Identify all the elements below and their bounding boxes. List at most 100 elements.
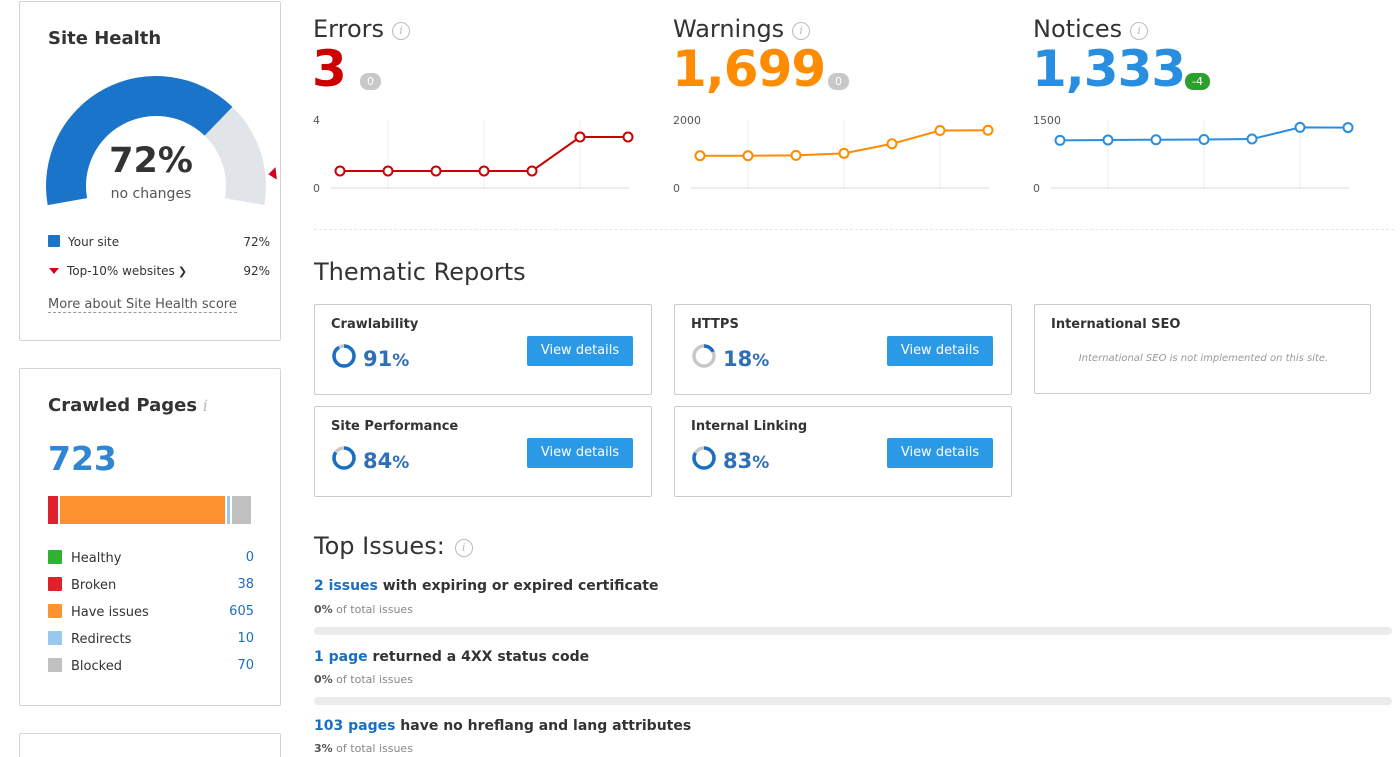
stack-segment-have-issues[interactable]: [60, 496, 226, 524]
gauge-top10-marker: [268, 167, 277, 180]
ring-progress-icon: [332, 344, 356, 368]
redirects-swatch: [48, 631, 62, 645]
errors-delta-badge: 0: [360, 73, 381, 90]
item-label: Broken: [71, 578, 117, 593]
view-details-button[interactable]: View details: [887, 438, 993, 468]
legend-label: Your site: [68, 235, 120, 249]
info-icon[interactable]: i: [202, 396, 208, 415]
crawled-item-broken[interactable]: Broken 38: [48, 577, 254, 593]
data-point[interactable]: [382, 165, 394, 177]
blocked-swatch: [48, 658, 62, 672]
more-about-site-health-link[interactable]: More about Site Health score: [48, 297, 237, 313]
y-min-label: 0: [313, 182, 320, 195]
warnings-delta-badge: 0: [828, 73, 849, 90]
info-icon[interactable]: i: [454, 539, 473, 557]
thematic-card-site-performance: Site Performance 84% View details: [314, 406, 652, 497]
info-icon[interactable]: i: [392, 22, 411, 40]
site-health-gauge: [46, 76, 277, 206]
stack-segment-broken[interactable]: [48, 496, 59, 524]
thematic-card-name: HTTPS: [691, 317, 739, 332]
issue-item: 2 issues with expiring or expired certif…: [314, 578, 658, 594]
item-value[interactable]: 10: [237, 631, 254, 646]
data-point[interactable]: [1342, 122, 1354, 134]
data-point[interactable]: [1198, 133, 1210, 145]
crawled-item-have-issues[interactable]: Have issues 605: [48, 604, 254, 620]
data-point[interactable]: [478, 165, 490, 177]
errors-value[interactable]: 3: [312, 40, 347, 98]
crawled-pages-card: Crawled Pages i 723 Healthy 0 Broken 38 Ha…: [19, 368, 281, 706]
issue-item: 1 page returned a 4XX status code: [314, 649, 589, 665]
warnings-value[interactable]: 1,699: [672, 40, 826, 98]
thematic-card-percent[interactable]: 18%: [723, 347, 770, 371]
ring-fill: [692, 446, 716, 470]
data-point[interactable]: [574, 131, 586, 143]
thematic-card-name: Site Performance: [331, 419, 459, 434]
thematic-card-international-seo: International SEO International SEO is n…: [1034, 304, 1371, 394]
thematic-card-percent[interactable]: 83%: [723, 449, 770, 473]
item-value[interactable]: 70: [237, 658, 254, 673]
thematic-card-crawlability: Crawlability 91% View details: [314, 304, 652, 395]
legend-top10[interactable]: Top-10% websites ❯ 92%: [48, 264, 270, 278]
item-value[interactable]: 605: [229, 604, 254, 619]
item-value[interactable]: 0: [245, 550, 254, 565]
thematic-card-internal-linking: Internal Linking 83% View details: [674, 406, 1012, 497]
data-point[interactable]: [790, 149, 802, 161]
data-point[interactable]: [1054, 134, 1066, 146]
section-divider: [314, 229, 1394, 230]
site-health-percent: 72%: [109, 141, 193, 181]
data-point[interactable]: [838, 147, 850, 159]
item-value[interactable]: 38: [237, 577, 254, 592]
data-point[interactable]: [1246, 133, 1258, 145]
data-point[interactable]: [934, 125, 946, 137]
thematic-card-percent[interactable]: 91%: [363, 347, 410, 371]
data-point[interactable]: [742, 150, 754, 162]
data-point[interactable]: [1150, 134, 1162, 146]
stack-segment-redirects[interactable]: [227, 496, 230, 524]
view-details-button[interactable]: View details: [527, 438, 633, 468]
crawled-item-blocked[interactable]: Blocked 70: [48, 658, 254, 674]
warnings-title: Warnings i: [673, 15, 811, 43]
have-issues-swatch: [48, 604, 62, 618]
y-max-label: 1500: [1033, 114, 1061, 127]
legend-label: Top-10% websites: [67, 264, 175, 278]
info-icon[interactable]: i: [1130, 22, 1149, 40]
item-label: Blocked: [71, 659, 122, 674]
data-point[interactable]: [430, 165, 442, 177]
info-icon[interactable]: i: [792, 22, 811, 40]
issue-link[interactable]: 2 issues: [314, 578, 378, 594]
crawled-item-redirects[interactable]: Redirects 10: [48, 631, 254, 647]
thematic-card-name: International SEO: [1051, 317, 1181, 332]
stack-segment-blocked[interactable]: [231, 496, 251, 524]
data-point[interactable]: [1102, 134, 1114, 146]
issue-share: 0% of total issues: [314, 603, 413, 616]
issue-share: 0% of total issues: [314, 673, 413, 686]
ring-fill: [332, 446, 356, 470]
issue-share-bar: [314, 627, 1392, 635]
crawled-pages-title: Crawled Pages i: [48, 395, 208, 416]
data-point[interactable]: [982, 124, 994, 136]
issue-share-bar: [314, 697, 1392, 705]
legend-your-site: Your site 72%: [48, 235, 270, 249]
data-point[interactable]: [622, 131, 634, 143]
site-health-card: Site Health 72% no changes Your site 72%…: [19, 1, 281, 341]
thematic-card-https: HTTPS 18% View details: [674, 304, 1012, 395]
data-point[interactable]: [334, 165, 346, 177]
data-point[interactable]: [694, 150, 706, 162]
warnings-chart: 2000 0: [673, 114, 994, 195]
thematic-reports-title: Thematic Reports: [314, 258, 526, 286]
errors-title: Errors i: [313, 15, 411, 43]
data-point[interactable]: [1294, 121, 1306, 133]
data-point[interactable]: [526, 165, 538, 177]
chevron-down-icon[interactable]: ❯: [177, 265, 188, 278]
site-health-status: no changes: [110, 186, 192, 202]
notices-value[interactable]: 1,333: [1032, 40, 1186, 98]
crawled-pages-count[interactable]: 723: [48, 439, 117, 478]
issue-link[interactable]: 103 pages: [314, 718, 396, 734]
thematic-card-note: International SEO is not implemented on …: [1078, 353, 1329, 364]
view-details-button[interactable]: View details: [527, 336, 633, 366]
issue-link[interactable]: 1 page: [314, 649, 368, 665]
data-point[interactable]: [886, 138, 898, 150]
thematic-card-percent[interactable]: 84%: [363, 449, 410, 473]
crawled-item-healthy[interactable]: Healthy 0: [48, 550, 254, 566]
view-details-button[interactable]: View details: [887, 336, 993, 366]
